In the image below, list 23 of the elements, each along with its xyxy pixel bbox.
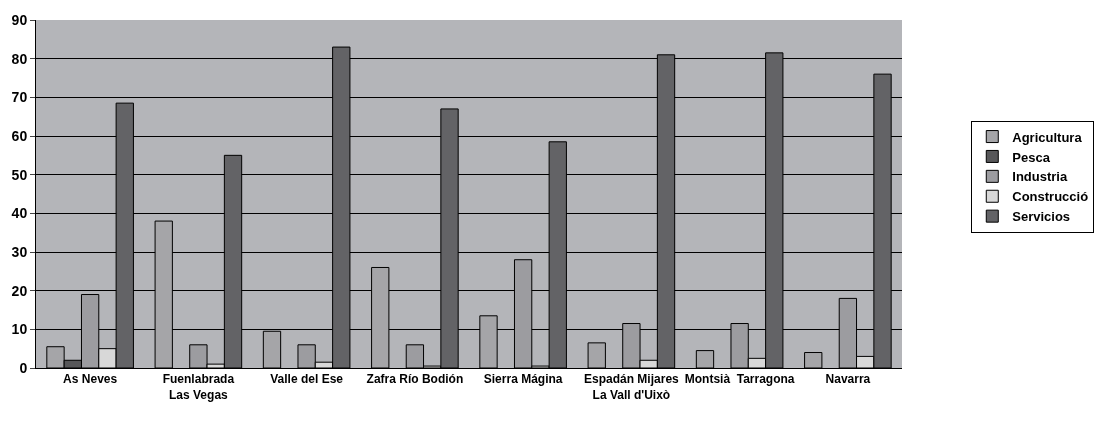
y-tick-label: 40	[11, 205, 28, 222]
x-tick-label: Montsià Tarragona	[684, 372, 795, 387]
y-tick-label: 70	[11, 89, 28, 106]
x-tick-label: Espadán Mijares La Vall d'Uixò	[584, 372, 680, 402]
x-tick-label: As Neves	[63, 372, 118, 387]
legend-label: Pesca	[1012, 149, 1051, 165]
y-tick-label: 20	[11, 282, 28, 299]
legend-label: Servicios	[1012, 209, 1071, 225]
y-tick-label: 80	[11, 50, 28, 67]
y-tick-label: 60	[11, 127, 28, 144]
y-tick-label: 90	[11, 11, 28, 28]
legend-label: Construcció	[1012, 189, 1089, 205]
x-tick-label: Zafra Río Bodión	[366, 372, 464, 387]
x-tick-label: Valle del Ese	[270, 372, 344, 387]
y-tick-label: 0	[19, 359, 28, 376]
x-tick-label: Navarra	[825, 372, 871, 387]
y-tick-label: 50	[11, 166, 28, 183]
legend-label: Agricultura	[1012, 129, 1083, 145]
legend-label: Industria	[1012, 169, 1068, 185]
x-tick-label: Fuenlabrada Las Vegas	[162, 372, 235, 402]
x-tick-label: Sierra Mágina	[483, 372, 563, 387]
y-tick-label: 30	[11, 243, 28, 260]
y-tick-label: 10	[11, 321, 28, 338]
